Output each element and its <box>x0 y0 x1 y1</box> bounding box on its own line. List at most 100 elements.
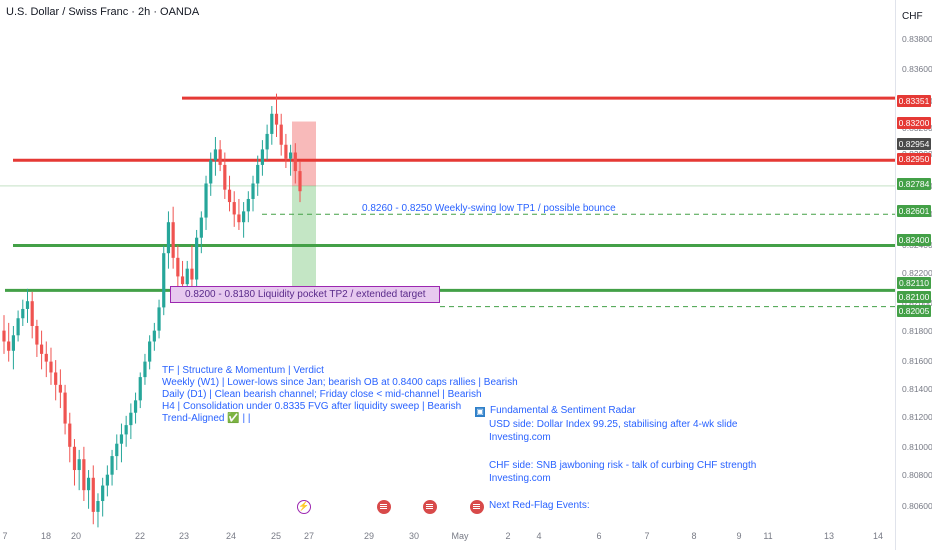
candle-body <box>232 202 236 215</box>
time-tick-label: 29 <box>363 531 375 541</box>
candle-body <box>237 214 241 223</box>
tp1-annotation: 0.8260 - 0.8250 Weekly-swing low TP1 / p… <box>362 203 616 214</box>
lightning-icon[interactable]: ⚡ <box>297 500 311 514</box>
candle-body <box>82 459 86 491</box>
usd-source: Investing.com <box>489 432 551 443</box>
chart-title: U.S. Dollar / Swiss Franc · 2h · OANDA <box>6 6 200 18</box>
candle-body <box>58 384 62 393</box>
candle-body <box>298 171 302 192</box>
us-flag-icon[interactable] <box>470 500 484 514</box>
candle-body <box>49 361 53 373</box>
candle-body <box>25 301 30 309</box>
time-tick-label: 18 <box>40 531 52 541</box>
liquidity-pocket-box[interactable]: 0.8200 - 0.8180 Liquidity pocket TP2 / e… <box>170 286 440 303</box>
candle-body <box>256 164 260 184</box>
price-tick-label: 0.80600 <box>902 501 932 511</box>
time-tick-label: 22 <box>134 531 146 541</box>
time-tick-label: 7 <box>2 531 8 541</box>
time-tick-label: 23 <box>178 531 190 541</box>
price-tick-label: 0.83600 <box>902 64 932 74</box>
price-badge: 0.82601 <box>897 205 931 217</box>
candle-body <box>133 400 138 413</box>
candle-body <box>11 335 15 351</box>
price-badge: 0.83200 <box>897 117 931 129</box>
candle-body <box>124 425 128 435</box>
candle-body <box>190 268 194 280</box>
price-tick-label: 0.81800 <box>902 326 932 336</box>
us-flag-icon[interactable] <box>423 500 437 514</box>
candle-body <box>148 341 152 362</box>
take-profit-zone <box>292 185 316 291</box>
candle-body <box>30 301 34 326</box>
price-badge: 0.82005 <box>897 305 931 317</box>
candle-body <box>204 183 208 218</box>
candle-body <box>138 377 142 401</box>
time-tick-label: 4 <box>536 531 542 541</box>
time-tick-label: 25 <box>270 531 282 541</box>
candle-body <box>44 353 48 362</box>
candle-body <box>279 124 283 145</box>
price-badge: 0.82784 <box>897 178 931 190</box>
us-flag-icon[interactable] <box>377 500 391 514</box>
candle-body <box>227 189 232 203</box>
price-badge: 0.82100 <box>897 291 931 303</box>
verdict-line: Weekly (W1) | Lower-lows since Jan; bear… <box>162 377 518 388</box>
verdict-line: Trend-Aligned ✅ | | <box>162 413 251 424</box>
candle-body <box>86 477 91 491</box>
currency-label[interactable]: CHF <box>902 11 923 22</box>
price-badge: 0.82110 <box>897 277 931 289</box>
candle-body <box>265 133 269 150</box>
candle-body <box>21 308 25 319</box>
price-tick-label: 0.81600 <box>902 356 932 366</box>
candle-body <box>96 501 100 512</box>
price-tick-label: 0.80800 <box>902 470 932 480</box>
candle-body <box>162 253 166 308</box>
time-tick-label: 20 <box>70 531 82 541</box>
candle-body <box>110 456 114 475</box>
chf-side-line: CHF side: SNB jawboning risk - talk of c… <box>489 460 757 471</box>
candle-body <box>274 113 279 125</box>
candle-body <box>77 459 81 471</box>
candle-body <box>143 361 147 378</box>
candle-body <box>157 307 161 331</box>
candle-body <box>91 477 95 512</box>
candle-body <box>185 268 189 285</box>
time-tick-label: 30 <box>408 531 420 541</box>
candle-body <box>180 276 185 285</box>
candle-body <box>35 325 39 345</box>
usd-side-line: USD side: Dollar Index 99.25, stabilisin… <box>489 419 738 430</box>
time-tick-label: 9 <box>736 531 742 541</box>
candle-body <box>101 485 105 502</box>
candle-body <box>242 211 246 223</box>
candle-body <box>16 318 20 336</box>
candle-body <box>270 113 274 134</box>
radar-title: ▣ Fundamental & Sentiment Radar <box>475 405 636 417</box>
price-badge: 0.82954 <box>897 138 931 150</box>
candle-body <box>251 183 255 199</box>
candle-body <box>213 149 218 161</box>
time-tick-label: 11 <box>763 531 773 541</box>
tp2-annotation: 0.8200 - 0.8180 Liquidity pocket TP2 / e… <box>185 289 426 300</box>
candle-body <box>115 443 119 457</box>
price-tick-label: 0.81200 <box>902 412 932 422</box>
radar-icon: ▣ <box>475 407 485 417</box>
price-tick-label: 0.81400 <box>902 384 932 394</box>
price-axis-separator <box>895 0 896 550</box>
time-tick-label: 7 <box>644 531 650 541</box>
candle-body <box>7 341 11 351</box>
candle-body <box>2 330 6 342</box>
time-tick-label: 27 <box>303 531 315 541</box>
chf-source: Investing.com <box>489 473 551 484</box>
time-tick-label: 6 <box>596 531 602 541</box>
price-tick-label: 0.81000 <box>902 442 932 452</box>
candle-body <box>68 423 72 447</box>
time-tick-label: 2 <box>505 531 511 541</box>
price-tick-label: 0.83800 <box>902 34 932 44</box>
candle-body <box>195 237 199 280</box>
candle-body <box>152 330 156 342</box>
candle-body <box>176 257 180 277</box>
candle-body <box>119 434 124 444</box>
price-tick-label: 0.82200 <box>902 268 932 278</box>
